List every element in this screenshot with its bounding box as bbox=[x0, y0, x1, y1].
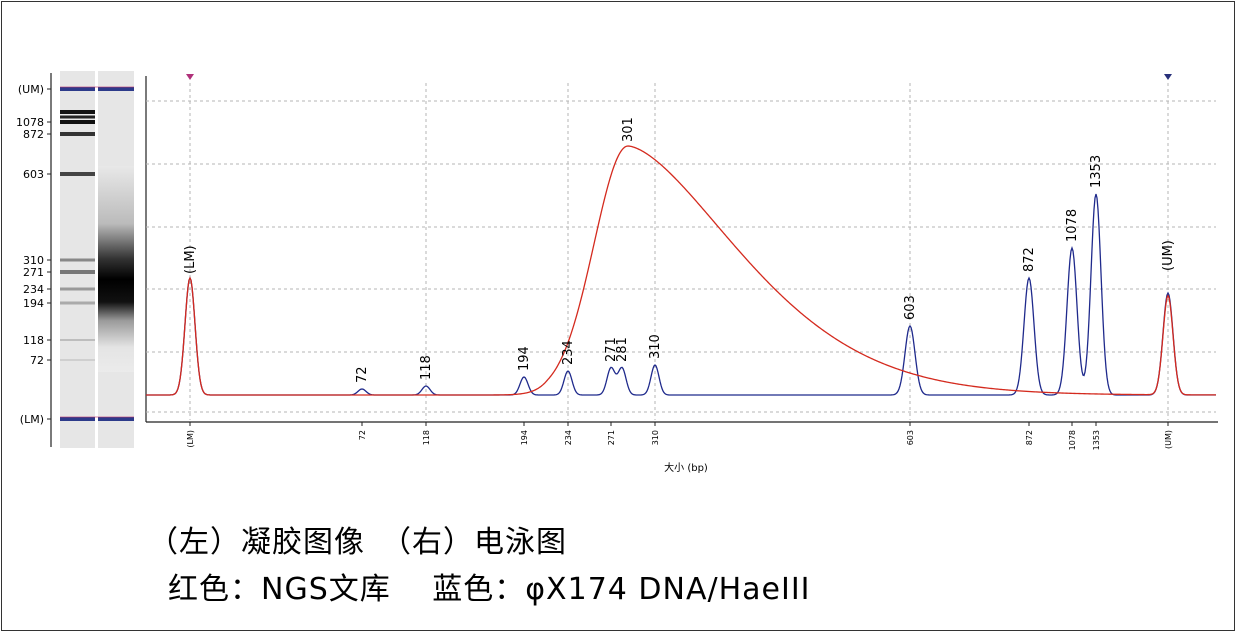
gel-size-label: 1078 bbox=[16, 116, 44, 129]
peak-label: 1353 bbox=[1089, 155, 1104, 188]
gel-size-label: 872 bbox=[23, 128, 44, 141]
x-tick-label: 118 bbox=[422, 430, 431, 445]
x-tick-label: (LM) bbox=[186, 430, 195, 448]
gel-size-label: 603 bbox=[23, 168, 44, 181]
gel-band bbox=[60, 115, 95, 119]
gel-marker-band bbox=[98, 87, 134, 91]
gel-size-label: (UM) bbox=[18, 83, 44, 96]
gel-size-label: 234 bbox=[23, 283, 44, 296]
gel-marker-band bbox=[98, 417, 134, 421]
peak-label: 271 bbox=[604, 337, 619, 362]
gel-band bbox=[60, 301, 95, 305]
peak-label: 118 bbox=[419, 355, 434, 380]
gel-band bbox=[60, 270, 95, 274]
x-tick-label: 1078 bbox=[1068, 430, 1077, 450]
gel-size-label: 271 bbox=[23, 266, 44, 279]
caption-line-2: 红色：NGS文库 蓝色：φX174 DNA/HaeIII bbox=[168, 572, 811, 607]
gel-band bbox=[60, 172, 95, 176]
blue-trace bbox=[146, 193, 1216, 396]
peak-label: 72 bbox=[355, 366, 370, 383]
peak-label: 301 bbox=[621, 117, 636, 142]
peak-label: (LM) bbox=[183, 245, 198, 274]
gel-size-label: 310 bbox=[23, 254, 44, 267]
gel-band bbox=[60, 359, 95, 361]
lower-marker-triangle bbox=[186, 74, 194, 80]
gel-size-label: (LM) bbox=[20, 413, 44, 426]
x-tick-label: 194 bbox=[520, 430, 529, 445]
x-tick-label: 603 bbox=[906, 430, 915, 445]
peak-label: 872 bbox=[1022, 247, 1037, 272]
grid-lines bbox=[146, 83, 1216, 420]
gel-band bbox=[60, 339, 95, 341]
upper-marker-triangle bbox=[1164, 74, 1172, 80]
gel-band bbox=[60, 132, 95, 136]
x-tick-label: 1353 bbox=[1092, 430, 1101, 450]
red-trace bbox=[146, 145, 1217, 396]
x-axis-title: 大小 (bp) bbox=[664, 461, 708, 474]
peak-label: (UM) bbox=[1161, 240, 1176, 271]
x-tick-label: (UM) bbox=[1164, 430, 1173, 449]
gel-band bbox=[60, 258, 95, 262]
gel-size-label: 118 bbox=[23, 334, 44, 347]
x-tick-label: 271 bbox=[607, 430, 616, 445]
x-tick-label: 872 bbox=[1025, 430, 1034, 445]
gel-band bbox=[60, 87, 95, 91]
gel-band bbox=[60, 120, 95, 124]
x-tick-label: 72 bbox=[358, 430, 367, 440]
peak-label: 1078 bbox=[1065, 209, 1080, 242]
peak-label: 603 bbox=[903, 295, 918, 320]
x-tick-label: 310 bbox=[651, 430, 660, 445]
peak-label: 310 bbox=[648, 334, 663, 359]
peak-label: 194 bbox=[517, 346, 532, 371]
peak-label: 234 bbox=[561, 340, 576, 365]
gel-size-label: 72 bbox=[30, 354, 44, 367]
gel-size-label: 194 bbox=[23, 297, 44, 310]
gel-band bbox=[60, 287, 95, 291]
x-tick-label: 234 bbox=[564, 430, 573, 445]
caption-line-1: （左）凝胶图像 （右）电泳图 bbox=[148, 525, 567, 560]
gel-smear bbox=[98, 166, 134, 372]
gel-band bbox=[60, 110, 95, 114]
gel-band bbox=[60, 417, 95, 421]
peak-label: 281 bbox=[615, 337, 630, 362]
